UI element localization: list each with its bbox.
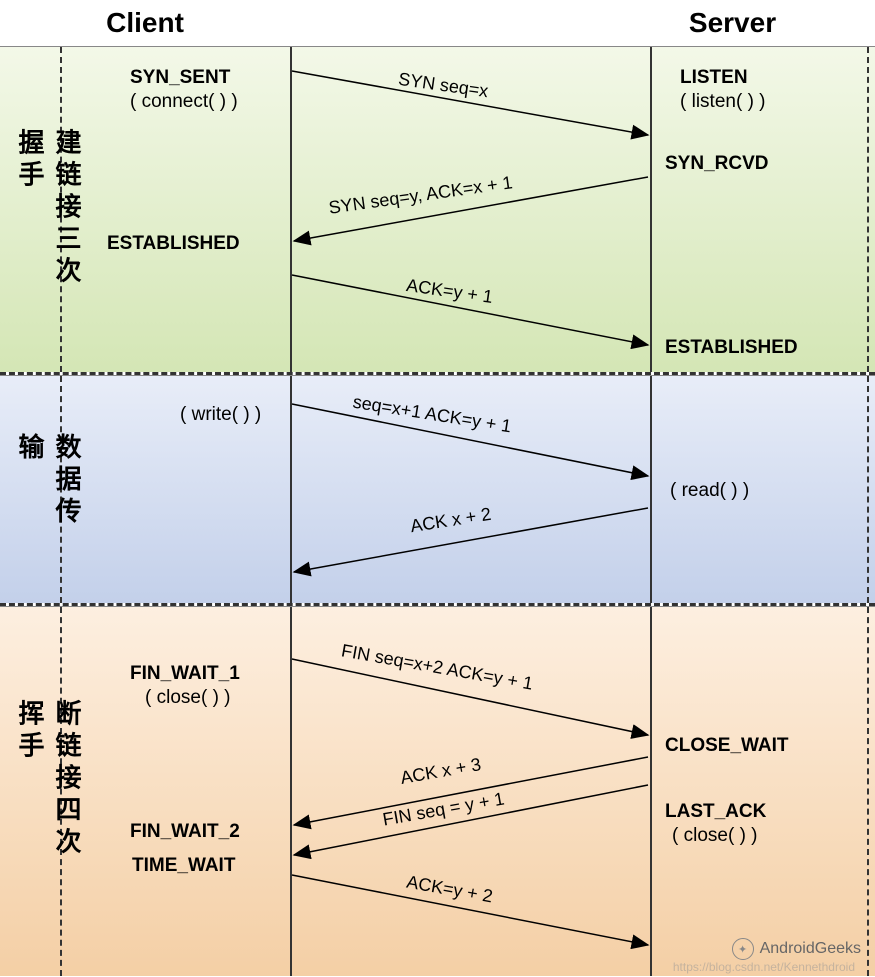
state-established-client: ESTABLISHED bbox=[107, 233, 240, 255]
state-finwait1: FIN_WAIT_1 bbox=[130, 663, 240, 685]
state-close-server: ( close( ) ) bbox=[672, 825, 758, 847]
watermark: ✦ AndroidGeeks bbox=[732, 938, 861, 960]
state-write: ( write( ) ) bbox=[180, 404, 261, 426]
watermark-text: AndroidGeeks bbox=[760, 940, 861, 958]
state-read: ( read( ) ) bbox=[670, 480, 749, 502]
msg-syn: SYN seq=x bbox=[397, 69, 490, 102]
wechat-icon: ✦ bbox=[732, 938, 754, 960]
msg-ack4: ACK=y + 2 bbox=[405, 872, 494, 908]
state-listen-sub: ( listen( ) ) bbox=[680, 91, 766, 113]
state-established-server: ESTABLISHED bbox=[665, 337, 798, 359]
section-close: 断链接四次挥手 FIN_WAIT_1 ( close( ) ) FIN_WAIT… bbox=[0, 606, 875, 976]
lifeline-server bbox=[650, 376, 652, 603]
header-client: Client bbox=[0, 7, 290, 39]
lifeline-server bbox=[650, 47, 652, 372]
state-syn-rcvd: SYN_RCVD bbox=[665, 153, 768, 175]
section-handshake: 建链接三次握手 SYN_SENT ( connect( ) ) ESTABLIS… bbox=[0, 46, 875, 372]
msg-data: seq=x+1 ACK=y + 1 bbox=[351, 392, 512, 438]
state-syn-sent: SYN_SENT bbox=[130, 67, 230, 89]
section-transfer: 数据传输 ( write( ) ) ( read( ) ) seq=x+1 AC… bbox=[0, 375, 875, 603]
lifeline-client bbox=[290, 47, 292, 372]
state-listen: LISTEN bbox=[680, 67, 748, 89]
header-server: Server bbox=[290, 7, 875, 39]
border-right bbox=[867, 607, 869, 976]
msg-fin2: FIN seq = y + 1 bbox=[381, 788, 506, 830]
msg-ack1: ACK=y + 1 bbox=[405, 275, 494, 308]
state-closewait: CLOSE_WAIT bbox=[665, 735, 789, 757]
msg-ack2: ACK x + 2 bbox=[409, 504, 493, 537]
section-label-handshake: 建链接三次握手 bbox=[12, 128, 86, 291]
lifeline-client bbox=[290, 376, 292, 603]
border-right bbox=[867, 376, 869, 603]
state-timewait: TIME_WAIT bbox=[132, 855, 235, 877]
section-label-transfer: 数据传输 bbox=[12, 433, 86, 547]
state-lastack: LAST_ACK bbox=[665, 801, 766, 823]
header-row: Client Server bbox=[0, 0, 875, 46]
border-right bbox=[867, 47, 869, 372]
msg-synack: SYN seq=y, ACK=x + 1 bbox=[327, 172, 513, 219]
lifeline-client bbox=[290, 607, 292, 976]
section-label-close: 断链接四次挥手 bbox=[12, 699, 86, 884]
state-connect: ( connect( ) ) bbox=[130, 91, 238, 113]
msg-fin1: FIN seq=x+2 ACK=y + 1 bbox=[340, 640, 535, 694]
msg-ack3: ACK x + 3 bbox=[399, 754, 483, 789]
watermark-url: https://blog.csdn.net/Kennethdroid bbox=[673, 960, 855, 974]
state-finwait2: FIN_WAIT_2 bbox=[130, 821, 240, 843]
state-close-client: ( close( ) ) bbox=[145, 687, 231, 709]
lifeline-server bbox=[650, 607, 652, 976]
